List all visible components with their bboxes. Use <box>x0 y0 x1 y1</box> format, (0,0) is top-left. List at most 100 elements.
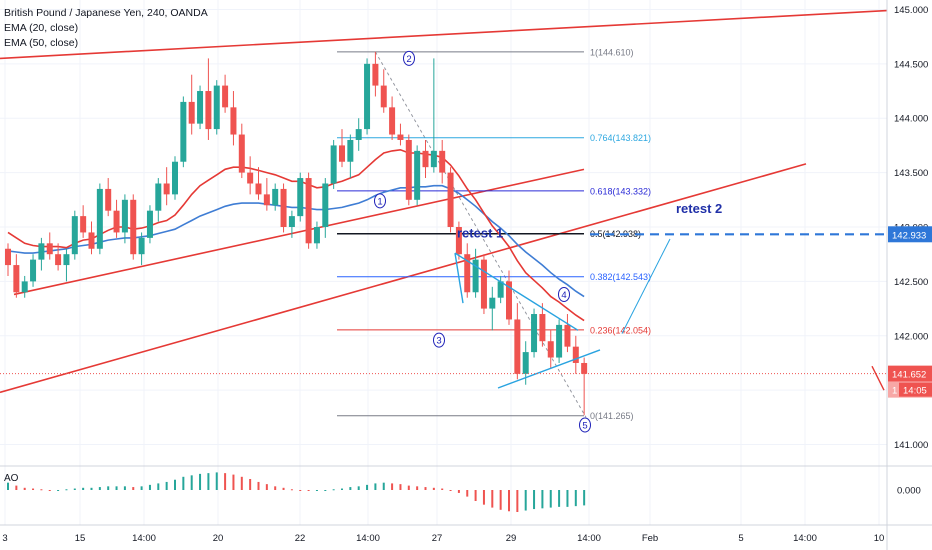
candle-body <box>305 178 312 244</box>
candle <box>355 118 362 151</box>
ao-bar <box>508 490 510 512</box>
candle <box>5 243 11 276</box>
candle-body <box>263 194 270 206</box>
candle-body <box>5 248 11 266</box>
candle-body <box>146 210 153 238</box>
ao-bar <box>249 479 252 490</box>
overlays: 1 2 3 4 5 retest 1 retest 2 <box>0 50 887 433</box>
time-tick-label: 15 <box>75 533 86 544</box>
ao-bar <box>382 482 385 490</box>
ao-bar <box>274 486 277 490</box>
candle <box>455 221 462 260</box>
countdown-inner-tag <box>899 382 932 397</box>
candle <box>238 123 245 179</box>
time-tick-label: 10 <box>874 533 885 544</box>
ao-bar <box>549 490 552 508</box>
ao-bar <box>466 490 469 497</box>
time-tick-label: 5 <box>738 533 743 544</box>
wave-label-circle <box>579 417 591 433</box>
ao-bar <box>474 490 477 501</box>
ao-bar <box>341 488 343 490</box>
ao-bar <box>257 481 260 490</box>
ao-bar <box>499 490 502 510</box>
ao-bar <box>416 486 419 490</box>
candle <box>188 74 195 135</box>
candle-body <box>63 254 70 266</box>
ao-bar <box>232 474 235 490</box>
candle <box>88 221 95 255</box>
fib-level-label: 0.5(142.938) <box>590 229 641 239</box>
candle-body <box>556 324 563 358</box>
candle <box>581 357 588 416</box>
ao-bar <box>524 490 527 511</box>
ao-bar <box>107 486 110 490</box>
candle-body <box>480 259 487 309</box>
candle <box>280 183 287 233</box>
candle-body <box>138 237 145 255</box>
ao-bar <box>15 485 18 490</box>
candle <box>288 210 295 238</box>
candle <box>80 205 87 238</box>
ao-bar <box>516 490 519 512</box>
ao-bar <box>424 487 427 490</box>
candle-body <box>355 129 362 140</box>
candle-body <box>280 188 287 227</box>
candle-body <box>30 259 37 282</box>
candle <box>138 232 145 266</box>
time-tick-label: 27 <box>432 533 443 544</box>
candle <box>531 308 538 358</box>
ao-bar <box>290 489 293 491</box>
candle <box>213 80 220 135</box>
candle <box>272 183 279 211</box>
candle-body <box>172 161 178 195</box>
wave-label-circle <box>374 193 386 209</box>
candle-body <box>55 254 62 266</box>
ao-bar <box>90 487 93 490</box>
candle-body <box>439 150 446 173</box>
candle-body <box>297 178 304 217</box>
candle-body <box>38 243 45 260</box>
last-price-tag <box>888 365 932 382</box>
candle <box>46 232 53 260</box>
fib-level-label: 0(141.265) <box>590 411 634 421</box>
support-trendline <box>0 163 807 394</box>
legend-ema50: EMA (50, close) <box>4 37 79 49</box>
candle-body <box>222 85 229 108</box>
ao-bar <box>366 484 369 490</box>
candles <box>5 51 588 416</box>
candle <box>130 194 137 260</box>
ao-bar <box>566 490 569 507</box>
candle-body <box>389 107 396 135</box>
candle <box>397 123 404 146</box>
ao-bar <box>332 489 335 491</box>
price-tick-label: 144.500 <box>894 59 928 70</box>
candle <box>121 194 128 244</box>
candle <box>506 270 512 325</box>
candle <box>263 178 270 211</box>
candle <box>55 243 62 271</box>
candle <box>322 178 329 238</box>
legend-ema20: EMA (20, close) <box>4 22 79 34</box>
candle <box>105 178 112 217</box>
candle <box>547 330 554 369</box>
fib-level-label: 1(144.610) <box>590 47 634 57</box>
candle <box>30 254 37 287</box>
candle-body <box>180 101 187 162</box>
candle-body <box>531 314 538 353</box>
candle <box>489 286 496 331</box>
candle-body <box>472 259 479 293</box>
candle-body <box>255 183 262 195</box>
ao-bar <box>265 484 268 490</box>
candle <box>96 183 103 255</box>
last-price-label: 141.652 <box>892 370 926 381</box>
ao-bar <box>123 486 126 490</box>
fib-level-label: 0.382(142.543) <box>590 272 651 282</box>
candle-body <box>213 85 220 130</box>
candle-body <box>380 85 387 108</box>
candle <box>472 248 479 298</box>
ao-bar <box>558 490 561 507</box>
candle <box>13 254 20 298</box>
ao-bar <box>82 487 85 490</box>
ao-bar <box>491 490 494 508</box>
